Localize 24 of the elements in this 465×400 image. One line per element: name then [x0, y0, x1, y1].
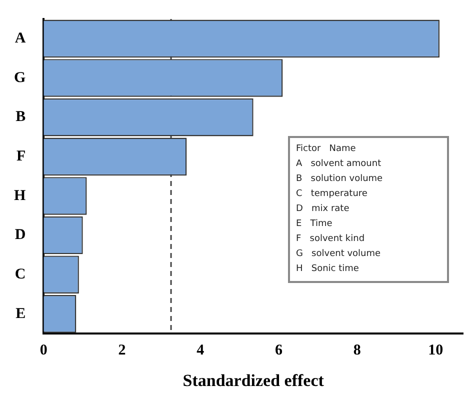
x-axis-title: Standardized effect	[182, 371, 324, 390]
y-tick-label: B	[16, 109, 26, 126]
annotation: C temperature	[296, 188, 368, 201]
y-tick-label: G	[14, 70, 26, 86]
y-tick-label: A	[14, 30, 26, 47]
annotation: E Time	[296, 218, 334, 231]
annotation: A solvent amount	[296, 158, 382, 171]
x-tick-label: 2	[118, 342, 126, 358]
annotation: B solution volume	[296, 173, 384, 186]
x-tick-label: 0	[40, 342, 48, 358]
y-tick-label: F	[16, 148, 26, 165]
x-tick-label: 4	[196, 342, 205, 358]
x-tick-label: 10	[428, 342, 444, 358]
annotation: F solvent kind	[296, 233, 366, 246]
x-tick-label: 6	[275, 342, 284, 358]
y-tick-label: E	[16, 306, 26, 322]
annotation: G solvent volume	[296, 248, 382, 261]
y-tick-label: C	[14, 266, 26, 282]
x-tick-label: 8	[353, 342, 361, 358]
annotation: Fictor Name	[296, 143, 357, 156]
y-tick-label: H	[14, 188, 26, 204]
annotation: H Sonic time	[296, 263, 360, 276]
annotation: D mix rate	[296, 203, 350, 216]
y-tick-label: D	[14, 227, 26, 244]
